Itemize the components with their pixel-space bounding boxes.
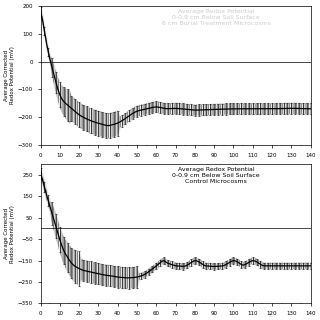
- Text: Average Redox Potential
0-0.9 cm Below Soil Surface
Control Microcosms: Average Redox Potential 0-0.9 cm Below S…: [172, 167, 260, 184]
- Y-axis label: Average Corrected
Redox Potential (mV): Average Corrected Redox Potential (mV): [4, 205, 15, 263]
- Text: Average Redox Potential
0-0.9 cm Below Soil Surface
6 cm Burial Treatment Microc: Average Redox Potential 0-0.9 cm Below S…: [162, 9, 270, 26]
- Y-axis label: Average Corrected
Redox Potential (mV): Average Corrected Redox Potential (mV): [4, 47, 15, 104]
